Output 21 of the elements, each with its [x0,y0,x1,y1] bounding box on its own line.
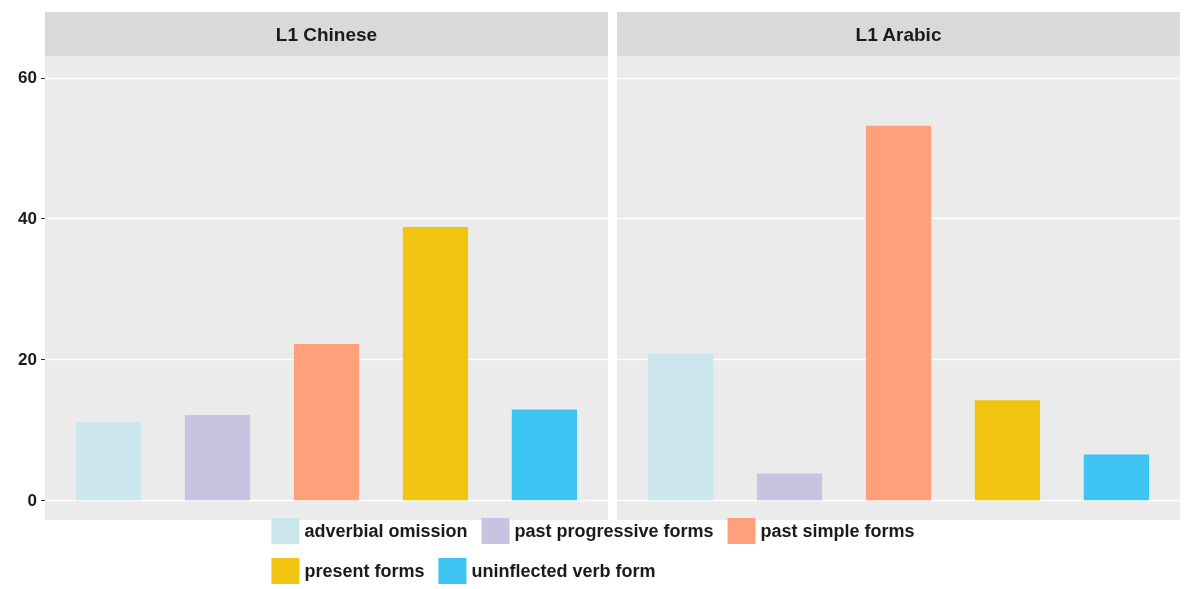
bar [511,409,578,501]
y-tick-label: 20 [18,349,37,369]
y-tick-label: 60 [18,68,37,88]
legend-label: present forms [304,561,425,581]
legend-label: uninflected verb form [471,561,656,581]
bar [974,400,1041,501]
legend-label: past simple forms [760,521,915,541]
bar [756,473,823,501]
bar [402,227,469,501]
bar [75,422,142,501]
legend-label: past progressive forms [514,521,714,541]
bar [1083,454,1150,501]
legend-label: adverbial omission [304,521,468,541]
y-tick-label: 0 [27,490,37,510]
bar [293,343,360,501]
x-tick-label: L1 Chinese [275,23,378,45]
bar [865,125,932,501]
bar [647,353,714,501]
y-tick-label: 40 [18,209,37,229]
bar [184,415,251,501]
x-tick-label: L1 Arabic [855,23,942,45]
